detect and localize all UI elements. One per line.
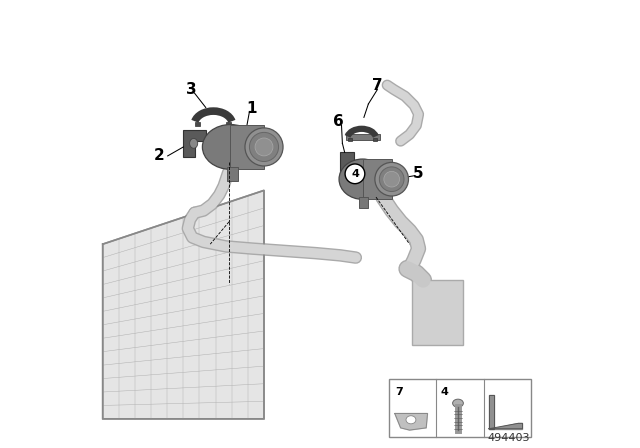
Polygon shape (340, 152, 353, 181)
FancyBboxPatch shape (226, 122, 231, 126)
Text: 1: 1 (246, 101, 257, 116)
Text: 4: 4 (441, 387, 449, 396)
Polygon shape (489, 423, 522, 429)
Ellipse shape (250, 133, 278, 161)
FancyBboxPatch shape (373, 138, 378, 141)
FancyBboxPatch shape (348, 138, 352, 141)
FancyBboxPatch shape (346, 134, 380, 140)
Text: 2: 2 (154, 148, 165, 164)
FancyBboxPatch shape (230, 125, 264, 169)
Text: 3: 3 (186, 82, 196, 97)
Text: 7: 7 (372, 78, 383, 93)
FancyBboxPatch shape (195, 122, 200, 126)
Ellipse shape (202, 125, 259, 169)
FancyBboxPatch shape (227, 167, 238, 181)
Text: 7: 7 (395, 387, 403, 396)
FancyBboxPatch shape (389, 379, 531, 437)
Ellipse shape (245, 128, 283, 166)
Text: 494403: 494403 (487, 433, 530, 443)
Polygon shape (184, 130, 206, 157)
Ellipse shape (189, 138, 198, 148)
Text: 4: 4 (351, 169, 359, 179)
Circle shape (345, 164, 365, 184)
Ellipse shape (384, 172, 399, 187)
Text: 6: 6 (333, 114, 343, 129)
Ellipse shape (375, 162, 408, 196)
Polygon shape (395, 414, 428, 430)
Ellipse shape (255, 138, 273, 156)
Text: 5: 5 (413, 166, 424, 181)
FancyBboxPatch shape (360, 197, 369, 208)
Ellipse shape (406, 416, 416, 424)
Ellipse shape (380, 167, 404, 192)
Polygon shape (489, 395, 494, 429)
Polygon shape (103, 190, 264, 419)
Ellipse shape (339, 159, 386, 199)
Polygon shape (412, 280, 463, 345)
Ellipse shape (452, 399, 463, 407)
FancyBboxPatch shape (362, 159, 392, 199)
